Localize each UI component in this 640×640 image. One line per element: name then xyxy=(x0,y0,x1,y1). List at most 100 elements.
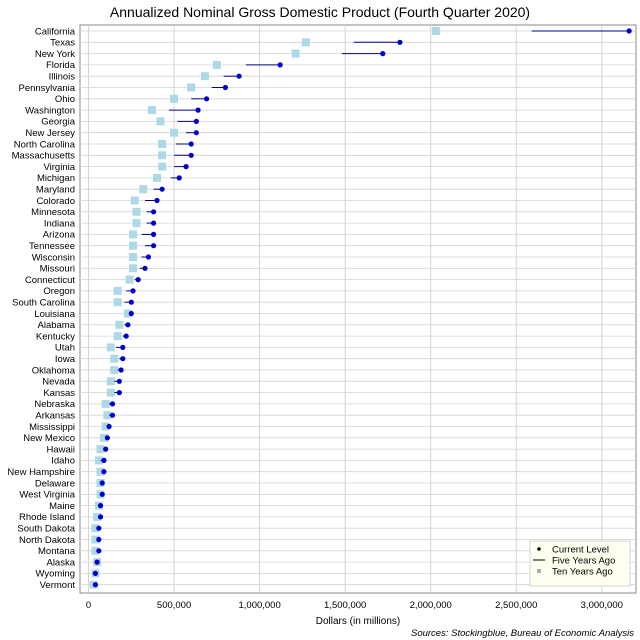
ten-years-marker-rhode-island xyxy=(93,512,102,521)
ten-years-marker-pennsylvania xyxy=(187,83,196,92)
current-marker-virginia xyxy=(183,164,189,170)
current-marker-new-hampshire xyxy=(101,469,107,475)
current-marker-mississippi xyxy=(106,423,112,430)
y-tick-label-alabama: Alabama xyxy=(38,320,76,331)
legend-ten-years-marker xyxy=(537,569,541,573)
y-tick-label-south-carolina: South Carolina xyxy=(12,298,76,309)
ten-years-marker-kentucky xyxy=(113,332,122,341)
current-marker-hawaii xyxy=(103,446,109,452)
legend-five-years-label: Five Years Ago xyxy=(552,556,615,567)
ten-years-marker-hawaii xyxy=(96,445,105,454)
ten-years-marker-maryland xyxy=(139,185,148,194)
current-marker-illinois xyxy=(236,73,242,79)
y-tick-label-georgia: Georgia xyxy=(41,117,76,128)
legend-current-label: Current Level xyxy=(552,545,609,556)
y-tick-label-hawaii: Hawaii xyxy=(46,444,75,455)
y-tick-label-colorado: Colorado xyxy=(36,196,75,207)
y-tick-label-indiana: Indiana xyxy=(44,218,76,229)
ten-years-marker-nevada xyxy=(106,377,115,386)
y-tick-label-ohio: Ohio xyxy=(55,94,75,105)
legend-ten-years-label: Ten Years Ago xyxy=(552,567,613,578)
current-marker-utah xyxy=(120,344,126,350)
y-tick-label-oregon: Oregon xyxy=(43,286,75,297)
ten-years-marker-missouri xyxy=(129,264,138,273)
ten-years-marker-idaho xyxy=(94,456,103,465)
y-tick-label-oklahoma: Oklahoma xyxy=(32,365,76,376)
current-marker-kansas xyxy=(116,390,122,396)
series-layer xyxy=(89,27,632,589)
current-marker-maine xyxy=(97,503,104,509)
y-tick-label-virginia: Virginia xyxy=(43,162,75,173)
x-tick-labels: 0 500,000 1,000,000 1,500,000 2,000,000 2,500… xyxy=(86,600,623,611)
y-tick-label-minnesota: Minnesota xyxy=(31,207,76,218)
ten-years-marker-tennessee xyxy=(129,241,138,250)
y-tick-label-kansas: Kansas xyxy=(43,388,75,399)
chart-title: Annualized Nominal Gross Domestic Produc… xyxy=(110,4,530,20)
x-tick-label-5: 2,500,000 xyxy=(495,600,537,611)
ten-years-marker-new-mexico xyxy=(99,433,108,442)
ten-years-marker-florida xyxy=(212,60,221,69)
ten-years-marker-kansas xyxy=(106,388,115,397)
y-tick-label-connecticut: Connecticut xyxy=(25,275,76,286)
current-marker-texas xyxy=(397,39,403,45)
current-marker-wyoming xyxy=(92,570,98,577)
y-tick-label-pennsylvania: Pennsylvania xyxy=(18,83,75,94)
ten-years-marker-north-dakota xyxy=(91,535,100,544)
y-tick-label-arizona: Arizona xyxy=(43,230,76,241)
ten-years-marker-arizona xyxy=(129,230,138,239)
ten-years-marker-new-york xyxy=(291,49,300,58)
ten-years-marker-new-hampshire xyxy=(96,467,105,476)
y-tick-label-idaho: Idaho xyxy=(51,456,75,467)
current-marker-california xyxy=(626,28,632,34)
current-marker-alabama xyxy=(125,322,131,328)
current-marker-florida xyxy=(277,62,283,68)
current-marker-alaska xyxy=(94,559,100,565)
y-tick-label-delaware: Delaware xyxy=(35,478,75,489)
current-marker-colorado xyxy=(154,197,160,204)
y-tick-label-arkansas: Arkansas xyxy=(35,411,75,422)
ten-years-marker-virginia xyxy=(158,162,167,171)
ten-years-marker-minnesota xyxy=(132,207,141,216)
ten-years-marker-nebraska xyxy=(101,399,110,408)
ten-years-marker-connecticut xyxy=(125,275,134,284)
y-tick-label-south-dakota: South Dakota xyxy=(17,524,75,535)
current-marker-arizona xyxy=(150,231,157,237)
current-marker-michigan xyxy=(176,175,182,181)
ten-years-marker-oklahoma xyxy=(110,366,119,374)
y-tick-label-new-hampshire: New Hampshire xyxy=(7,467,75,478)
x-tick-label-6: 3,000,000 xyxy=(581,600,623,611)
x-axis-title: Dollars (in millions) xyxy=(316,616,400,627)
y-tick-label-alaska: Alaska xyxy=(46,557,75,568)
current-marker-minnesota xyxy=(150,209,157,215)
current-marker-new-york xyxy=(380,51,386,57)
y-tick-label-kentucky: Kentucky xyxy=(36,331,75,342)
y-tick-label-texas: Texas xyxy=(50,38,75,49)
current-marker-arkansas xyxy=(109,412,116,418)
x-tick-label-1: 500,000 xyxy=(157,600,191,611)
current-marker-north-carolina xyxy=(188,141,194,147)
current-marker-washington xyxy=(195,107,201,113)
ten-years-marker-georgia xyxy=(156,117,165,126)
ten-years-marker-texas xyxy=(301,38,310,47)
y-tick-label-maryland: Maryland xyxy=(36,185,75,196)
ten-years-marker-michigan xyxy=(152,173,161,182)
ten-years-marker-ohio xyxy=(170,94,179,103)
y-tick-label-louisiana: Louisiana xyxy=(34,309,75,320)
ten-years-marker-mississippi xyxy=(101,422,110,431)
y-tick-label-utah: Utah xyxy=(55,343,75,354)
current-marker-massachusetts xyxy=(188,152,194,158)
y-tick-label-washington: Washington xyxy=(25,105,75,116)
y-tick-label-north-dakota: North Dakota xyxy=(19,535,76,546)
current-marker-kentucky xyxy=(123,333,129,339)
y-tick-label-nebraska: Nebraska xyxy=(34,399,75,410)
y-tick-label-west-virginia: West Virginia xyxy=(19,490,75,501)
y-tick-label-california: California xyxy=(35,26,76,37)
current-marker-louisiana xyxy=(128,310,134,317)
current-marker-connecticut xyxy=(135,277,141,283)
current-marker-north-dakota xyxy=(96,536,102,543)
ten-years-marker-indiana xyxy=(132,219,141,228)
ten-years-marker-alabama xyxy=(115,320,124,329)
current-marker-new-jersey xyxy=(193,130,199,136)
ten-years-marker-massachusetts xyxy=(158,151,167,160)
current-marker-south-dakota xyxy=(96,525,102,531)
